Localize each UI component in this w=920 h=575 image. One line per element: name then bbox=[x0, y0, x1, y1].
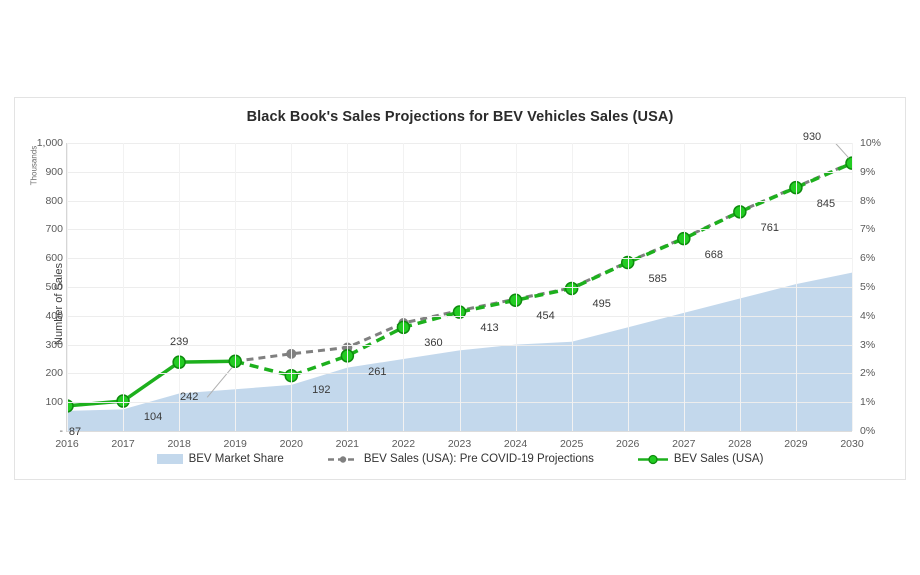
x-axis-tick-label: 2020 bbox=[279, 438, 303, 450]
legend-item[interactable]: BEV Market Share bbox=[156, 453, 284, 465]
x-axis-tick-label: 2018 bbox=[167, 438, 191, 450]
y-axis-tick-label: 200 bbox=[45, 367, 63, 380]
data-point-label: 239 bbox=[169, 336, 189, 349]
data-point-label: 454 bbox=[536, 310, 555, 323]
vertical-gridline bbox=[291, 143, 293, 431]
data-point-label: 413 bbox=[480, 322, 499, 335]
vertical-gridline bbox=[795, 143, 797, 431]
y-axis-tick-label: 900 bbox=[45, 165, 63, 178]
y-axis-secondary-tick-label: 2% bbox=[860, 367, 876, 380]
y-axis-tick-label: 100 bbox=[45, 396, 63, 409]
dashed-line-marker-icon bbox=[327, 455, 358, 463]
y-axis-secondary-tick-label: 10% bbox=[860, 137, 882, 149]
vertical-gridline bbox=[347, 143, 349, 431]
data-point-marker-actual bbox=[564, 281, 579, 296]
x-axis-tick-label: 2022 bbox=[391, 438, 416, 450]
y-axis-tick-label: 800 bbox=[45, 194, 63, 207]
data-point-label: 87 bbox=[68, 425, 82, 438]
y-axis-tick-label: 700 bbox=[45, 223, 63, 236]
label-leader-line bbox=[834, 143, 850, 159]
data-point-label: 242 bbox=[180, 391, 199, 404]
x-axis-tick-label: 2030 bbox=[840, 438, 864, 450]
y-axis-secondary-ticks: 0% 1% 2% 3% 4% 5% 6% 7% 8% 9% 10% bbox=[860, 137, 904, 437]
y-axis-tick-label: 300 bbox=[45, 338, 63, 351]
data-point-label: 192 bbox=[312, 383, 331, 396]
chart-card: Black Book's Sales Projections for BEV V… bbox=[14, 97, 906, 480]
legend-label: BEV Market Share bbox=[188, 453, 284, 465]
y-axis-tick-label: 600 bbox=[45, 252, 63, 265]
legend-item[interactable]: BEV Sales (USA): Pre COVID-19 Projection… bbox=[327, 453, 594, 465]
y-axis-secondary-tick-label: 3% bbox=[860, 338, 876, 351]
data-point-marker-actual bbox=[845, 156, 852, 170]
data-point-marker-actual bbox=[172, 355, 186, 369]
data-point-label: 360 bbox=[424, 337, 443, 350]
x-axis-tick-label: 2028 bbox=[728, 438, 752, 450]
solid-line-marker-icon bbox=[637, 454, 668, 464]
y-axis-tick-label: 1,000 bbox=[36, 137, 63, 149]
chart-title: Black Book's Sales Projections for BEV V… bbox=[246, 109, 674, 125]
vertical-gridline bbox=[627, 143, 629, 431]
x-axis-ticks: 2016 2017 2018 2019 2020 2021 2022 2023 2024 2025… bbox=[55, 438, 863, 454]
vertical-gridline bbox=[683, 143, 685, 431]
y-axis-tick-label: 400 bbox=[45, 309, 63, 322]
x-axis-tick-label: 2027 bbox=[672, 438, 696, 450]
x-axis-tick-label: 2019 bbox=[223, 438, 247, 450]
vertical-gridline bbox=[123, 143, 125, 431]
y-axis-line bbox=[66, 143, 67, 432]
legend-label: BEV Sales (USA): Pre COVID-19 Projection… bbox=[363, 453, 594, 465]
gridline bbox=[67, 431, 852, 432]
vertical-gridline bbox=[67, 143, 68, 431]
legend-item[interactable]: BEV Sales (USA) bbox=[637, 453, 764, 465]
x-axis-tick-label: 2021 bbox=[335, 438, 360, 450]
x-axis-tick-label: 2016 bbox=[55, 438, 79, 450]
vertical-gridline bbox=[739, 143, 741, 431]
data-point-label: 495 bbox=[592, 298, 611, 311]
plot-area: 87 104 239 242 192 261 360 413 454 495 585 668 761 84… bbox=[67, 131, 853, 438]
data-point-label: 585 bbox=[648, 272, 667, 285]
vertical-gridline bbox=[515, 143, 517, 431]
legend-label: BEV Sales (USA) bbox=[673, 453, 764, 465]
x-axis-tick-label: 2023 bbox=[447, 438, 472, 450]
y-axis-secondary-tick-label: 4% bbox=[860, 309, 876, 322]
data-point-label: 104 bbox=[143, 411, 163, 424]
data-point-label: 261 bbox=[368, 365, 387, 378]
line-series-bev-sales-actual bbox=[67, 359, 236, 408]
line-series-bev-sales-forecast bbox=[234, 161, 852, 378]
y-axis-secondary-tick-label: 6% bbox=[860, 252, 876, 265]
y-axis-secondary-tick-label: 5% bbox=[860, 281, 876, 293]
x-axis-tick-label: 2029 bbox=[784, 438, 808, 450]
y-axis-tick-label: 500 bbox=[45, 281, 63, 293]
chart-legend: BEV Market Share BEV Sales (USA): Pre COV… bbox=[15, 453, 905, 465]
vertical-gridline bbox=[571, 143, 573, 431]
data-point-label: 668 bbox=[704, 248, 723, 261]
x-axis-tick-label: 2025 bbox=[559, 438, 584, 450]
vertical-gridline bbox=[852, 143, 853, 431]
x-axis-tick-label: 2024 bbox=[503, 438, 528, 450]
label-leader-line bbox=[206, 366, 233, 398]
area-swatch-icon bbox=[156, 454, 183, 464]
x-axis-tick-label: 2017 bbox=[111, 438, 135, 450]
y-axis-secondary-tick-label: 7% bbox=[860, 223, 876, 236]
vertical-gridline bbox=[459, 143, 461, 431]
data-point-label: 845 bbox=[816, 197, 836, 210]
x-axis-tick-label: 2026 bbox=[616, 438, 640, 450]
data-point-label: 930 bbox=[802, 131, 822, 144]
vertical-gridline bbox=[235, 143, 237, 431]
vertical-gridline bbox=[179, 143, 181, 431]
vertical-gridline bbox=[403, 143, 405, 431]
y-axis-secondary-tick-label: 0% bbox=[860, 425, 876, 437]
y-axis-secondary-tick-label: 9% bbox=[860, 165, 876, 178]
y-axis-secondary-tick-label: 8% bbox=[860, 194, 876, 207]
y-axis-primary-ticks: - 100 200 300 400 500 600 700 800 900 1,000 bbox=[15, 137, 63, 437]
y-axis-tick-label: - bbox=[59, 425, 64, 437]
data-point-label: 761 bbox=[760, 221, 780, 234]
y-axis-secondary-tick-label: 1% bbox=[860, 396, 876, 409]
